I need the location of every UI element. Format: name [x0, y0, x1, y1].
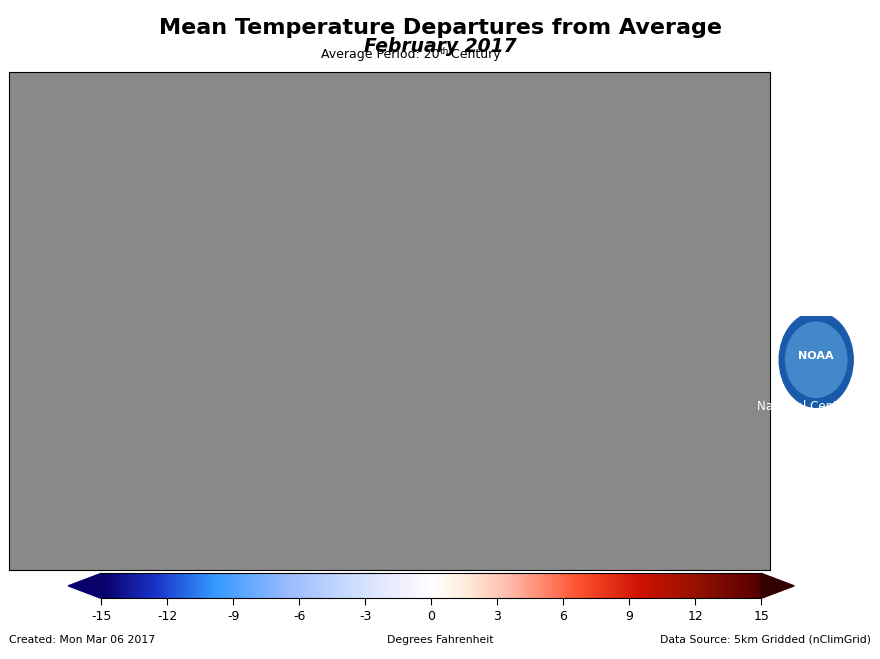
Text: National Centers for
Environmental
Information: National Centers for Environmental Infor…: [757, 399, 876, 451]
Text: Created: Mon Mar 06 2017: Created: Mon Mar 06 2017: [9, 635, 155, 645]
Text: th: th: [440, 47, 450, 56]
Text: NOAA: NOAA: [798, 351, 834, 361]
Ellipse shape: [786, 322, 847, 397]
Polygon shape: [69, 573, 101, 598]
Text: Century: Century: [446, 48, 500, 61]
Text: Degrees Fahrenheit: Degrees Fahrenheit: [386, 635, 494, 645]
Ellipse shape: [779, 312, 854, 407]
Text: Average Period: 20: Average Period: 20: [321, 48, 440, 61]
Text: February 2017: February 2017: [363, 37, 517, 56]
Text: Mean Temperature Departures from Average: Mean Temperature Departures from Average: [158, 18, 722, 38]
Text: Data Source: 5km Gridded (nClimGrid): Data Source: 5km Gridded (nClimGrid): [660, 635, 871, 645]
Polygon shape: [761, 573, 794, 598]
